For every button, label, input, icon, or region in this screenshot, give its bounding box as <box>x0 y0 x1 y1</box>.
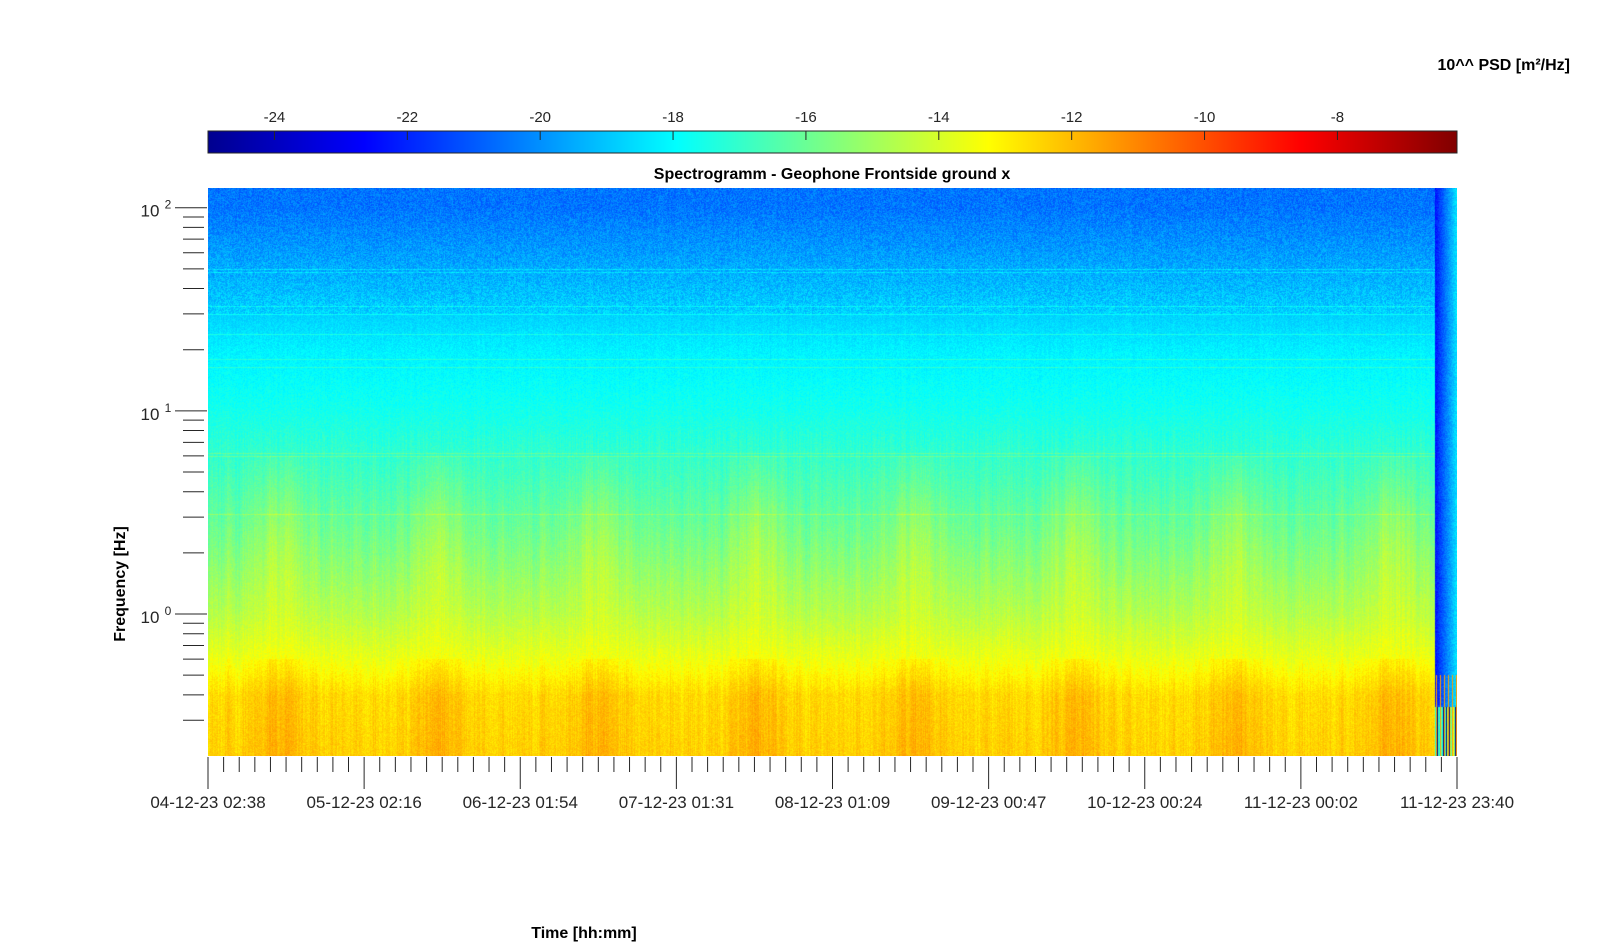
x-tick-label: 11-12-23 23:40 <box>1400 793 1514 812</box>
colorbar-tick-label: -24 <box>264 109 286 126</box>
colorbar-tick-label: -12 <box>1061 109 1083 126</box>
colorbar-ticks: -24 -22 -20 -18 -16 -14 -12 -10 -8 <box>264 109 1344 140</box>
y-tick-exponent: 0 <box>165 604 172 618</box>
x-tick-label: 11-12-23 00:02 <box>1244 793 1358 812</box>
x-tick-label: 10-12-23 00:24 <box>1087 793 1202 812</box>
y-axis: 10 0 10 1 10 2 <box>141 198 207 721</box>
colorbar-tick-label: -14 <box>928 109 950 126</box>
colorbar-tick-label: -16 <box>795 109 817 126</box>
chart-title: Spectrogramm - Geophone Frontside ground… <box>654 166 1011 183</box>
colorbar-tick-label: -22 <box>396 109 418 126</box>
spectrogram-plot-area <box>208 188 1457 756</box>
y-tick-label: 10 <box>141 405 160 424</box>
y-axis-label: Frequency [Hz] <box>112 526 129 642</box>
colorbar-tick-label: -18 <box>662 109 684 126</box>
x-tick-label: 04-12-23 02:38 <box>150 793 265 812</box>
x-tick-label: 07-12-23 01:31 <box>619 793 734 812</box>
colorbar-gradient <box>207 130 1458 154</box>
colorbar-label: 10^^ PSD [m²/Hz] <box>1438 57 1570 74</box>
x-tick-label: 05-12-23 02:16 <box>306 793 421 812</box>
y-tick-label: 10 <box>141 608 160 627</box>
y-tick-exponent: 1 <box>165 401 172 415</box>
y-tick-exponent: 2 <box>165 198 172 212</box>
x-axis-label: Time [hh:mm] <box>531 925 636 942</box>
y-tick-label: 10 <box>141 202 160 221</box>
colorbar-tick-label: -8 <box>1331 109 1344 126</box>
x-tick-label: 06-12-23 01:54 <box>463 793 578 812</box>
colorbar-tick-label: -20 <box>529 109 551 126</box>
spectrogram-heatmap <box>208 188 1457 756</box>
colorbar-tick-label: -10 <box>1194 109 1216 126</box>
colorbar: -24 -22 -20 -18 -16 -14 -12 -10 -8 <box>207 109 1458 154</box>
x-axis: 04-12-23 02:38 05-12-23 02:16 06-12-23 01:… <box>150 757 1514 812</box>
x-tick-label: 08-12-23 01:09 <box>775 793 890 812</box>
x-tick-label: 09-12-23 00:47 <box>931 793 1046 812</box>
